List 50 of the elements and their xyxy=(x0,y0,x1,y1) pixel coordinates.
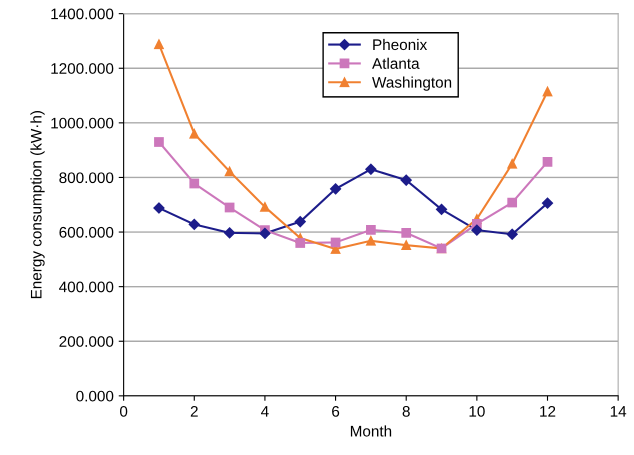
x-tick-label: 0 xyxy=(120,406,128,417)
point xyxy=(542,198,554,209)
x-tick-label: 2 xyxy=(190,406,198,417)
point xyxy=(224,202,234,212)
point xyxy=(154,137,164,147)
point xyxy=(506,228,518,240)
x-tick-label: 6 xyxy=(332,406,340,417)
point xyxy=(295,238,306,248)
point xyxy=(366,225,376,235)
x-tick-label: 12 xyxy=(540,406,556,417)
legend-label: Washington xyxy=(372,76,452,91)
y-tick-label: 1200.000 xyxy=(51,63,114,74)
legend-label: Atlanta xyxy=(372,58,420,69)
y-tick-label: 200.000 xyxy=(59,336,114,347)
point xyxy=(436,204,448,215)
point xyxy=(259,228,271,240)
point xyxy=(401,240,412,250)
y-tick-label: 800.000 xyxy=(59,172,114,184)
y-tick-label: 1000.000 xyxy=(51,118,114,129)
point xyxy=(294,216,306,228)
point xyxy=(400,174,412,186)
x-tick-label: 14 xyxy=(610,406,626,417)
x-tick-label: 4 xyxy=(261,406,269,417)
point xyxy=(366,236,376,246)
x-axis-title: Month xyxy=(350,425,392,437)
point xyxy=(153,202,165,214)
point xyxy=(401,228,412,238)
point xyxy=(365,164,376,175)
point xyxy=(330,238,340,248)
point xyxy=(188,218,200,230)
point xyxy=(507,198,518,208)
point xyxy=(542,86,552,96)
x-tick-label: 8 xyxy=(402,406,410,417)
point xyxy=(260,202,270,212)
point xyxy=(507,158,518,169)
y-tick-label: 600.000 xyxy=(59,226,114,238)
y-tick-label: 0.000 xyxy=(76,390,114,402)
point xyxy=(542,157,552,167)
y-axis-title: Energy consumption (kW·h) xyxy=(30,111,45,298)
point xyxy=(471,224,482,236)
point xyxy=(224,227,236,238)
y-tick-label: 400.000 xyxy=(59,282,114,292)
point xyxy=(189,178,200,188)
point xyxy=(154,39,164,50)
legend-label: Pheonix xyxy=(373,38,428,50)
point xyxy=(330,183,342,195)
x-tick-label: 10 xyxy=(470,406,485,417)
point xyxy=(224,166,234,176)
point xyxy=(189,128,200,139)
y-tick-label: 1400.000 xyxy=(51,8,114,20)
